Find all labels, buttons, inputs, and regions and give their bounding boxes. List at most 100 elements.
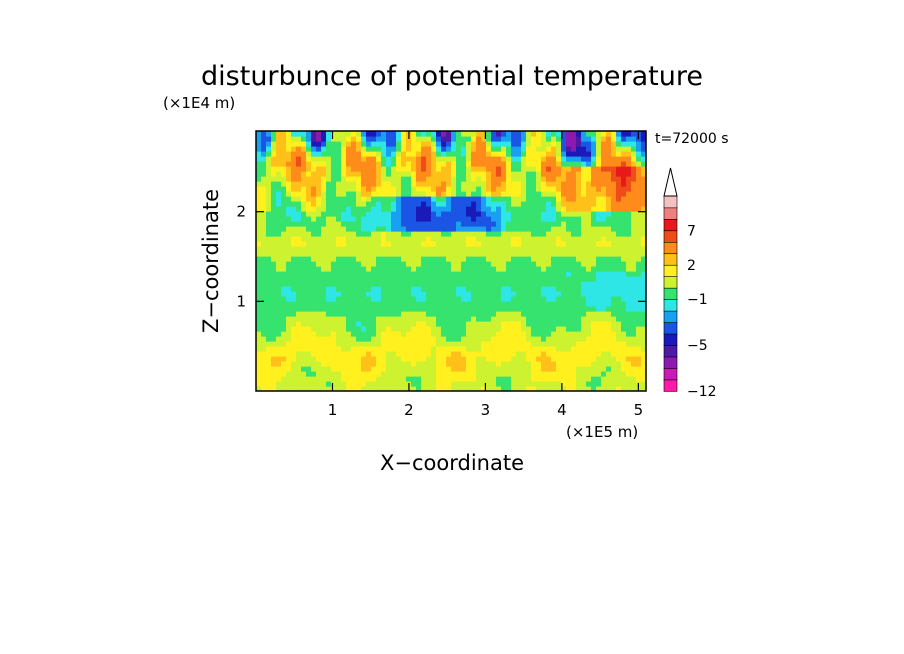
heatmap-cell <box>301 251 307 257</box>
heatmap-cell <box>426 131 432 137</box>
heatmap-cell <box>331 371 337 377</box>
heatmap-cell <box>621 221 627 227</box>
heatmap-cell <box>376 131 382 137</box>
heatmap-cell <box>481 216 487 222</box>
heatmap-cell <box>481 281 487 287</box>
heatmap-cell <box>476 321 482 327</box>
heatmap-cell <box>561 281 567 287</box>
heatmap-cell <box>266 186 272 192</box>
heatmap-cell <box>286 341 292 347</box>
heatmap-cell <box>451 211 457 217</box>
heatmap-cell <box>261 211 267 217</box>
heatmap-cell <box>591 366 597 372</box>
heatmap-cell <box>351 286 357 292</box>
heatmap-cell <box>336 151 342 157</box>
heatmap-cell <box>311 261 317 267</box>
heatmap-cell <box>371 321 377 327</box>
heatmap-cell <box>466 341 472 347</box>
heatmap-cell <box>521 356 527 362</box>
heatmap-cell <box>531 201 537 207</box>
heatmap-cell <box>636 181 642 187</box>
heatmap-cell <box>606 171 612 177</box>
heatmap-cell <box>316 211 322 217</box>
heatmap-cell <box>636 336 642 342</box>
heatmap-cell <box>416 161 422 167</box>
heatmap-cell <box>356 276 362 282</box>
heatmap-cell <box>386 246 392 252</box>
heatmap-cell <box>561 291 567 297</box>
heatmap-cell <box>281 356 287 362</box>
heatmap-cell <box>561 221 567 227</box>
x-scale-label: (×1E5 m) <box>566 423 638 441</box>
heatmap-cell <box>401 231 407 237</box>
heatmap-cell <box>286 196 292 202</box>
heatmap-cell <box>556 306 562 312</box>
heatmap-cell <box>376 226 382 232</box>
heatmap-cell <box>266 381 272 387</box>
heatmap-cell <box>566 336 572 342</box>
heatmap-cell <box>611 141 617 147</box>
heatmap-cell <box>641 311 646 317</box>
heatmap-cell <box>271 186 277 192</box>
heatmap-cell <box>621 186 627 192</box>
heatmap-cell <box>376 206 382 212</box>
heatmap-cell <box>321 371 327 377</box>
heatmap-cell <box>441 376 447 382</box>
heatmap-cell <box>516 231 522 237</box>
heatmap-cell <box>441 216 447 222</box>
heatmap-cell <box>366 386 372 391</box>
heatmap-cell <box>281 171 287 177</box>
heatmap-cell <box>576 301 582 307</box>
heatmap-cell <box>356 356 362 362</box>
heatmap-cell <box>371 191 377 197</box>
heatmap-cell <box>351 241 357 247</box>
heatmap-cell <box>576 256 582 262</box>
heatmap-cell <box>636 251 642 257</box>
heatmap-cell <box>461 226 467 232</box>
heatmap-cell <box>301 206 307 212</box>
heatmap-cell <box>551 336 557 342</box>
heatmap-cell <box>471 176 477 182</box>
heatmap-cell <box>396 316 402 322</box>
heatmap-cell <box>441 146 447 152</box>
heatmap-cell <box>526 271 532 277</box>
heatmap-cell <box>301 226 307 232</box>
heatmap-cell <box>336 301 342 307</box>
heatmap-cell <box>346 356 352 362</box>
heatmap-cell <box>291 351 297 357</box>
heatmap-cell <box>336 171 342 177</box>
heatmap-cell <box>391 241 397 247</box>
heatmap-cell <box>391 221 397 227</box>
heatmap-cell <box>471 321 477 327</box>
heatmap-cell <box>346 221 352 227</box>
heatmap-cell <box>531 271 537 277</box>
heatmap-cell <box>636 306 642 312</box>
heatmap-cell <box>356 186 362 192</box>
heatmap-cell <box>531 236 537 242</box>
heatmap-cell <box>311 236 317 242</box>
colorbar-swatch <box>663 310 678 323</box>
heatmap-cell <box>346 321 352 327</box>
heatmap-cell <box>616 176 622 182</box>
heatmap-cell <box>281 276 287 282</box>
heatmap-cell <box>641 266 646 272</box>
heatmap-cell <box>611 316 617 322</box>
heatmap-cell <box>361 141 367 147</box>
heatmap-cell <box>521 216 527 222</box>
heatmap-cell <box>366 261 372 267</box>
heatmap-cell <box>496 356 502 362</box>
heatmap-cell <box>276 141 282 147</box>
heatmap-cell <box>636 211 642 217</box>
heatmap-cell <box>616 201 622 207</box>
heatmap-cell <box>521 241 527 247</box>
heatmap-cell <box>471 366 477 372</box>
heatmap-cell <box>406 301 412 307</box>
heatmap-cell <box>326 321 332 327</box>
heatmap-cell <box>316 171 322 177</box>
heatmap-cell <box>581 176 587 182</box>
heatmap-cell <box>341 341 347 347</box>
heatmap-cell <box>326 226 332 232</box>
heatmap-cell <box>636 151 642 157</box>
heatmap-cell <box>321 351 327 357</box>
heatmap-cell <box>486 156 492 162</box>
